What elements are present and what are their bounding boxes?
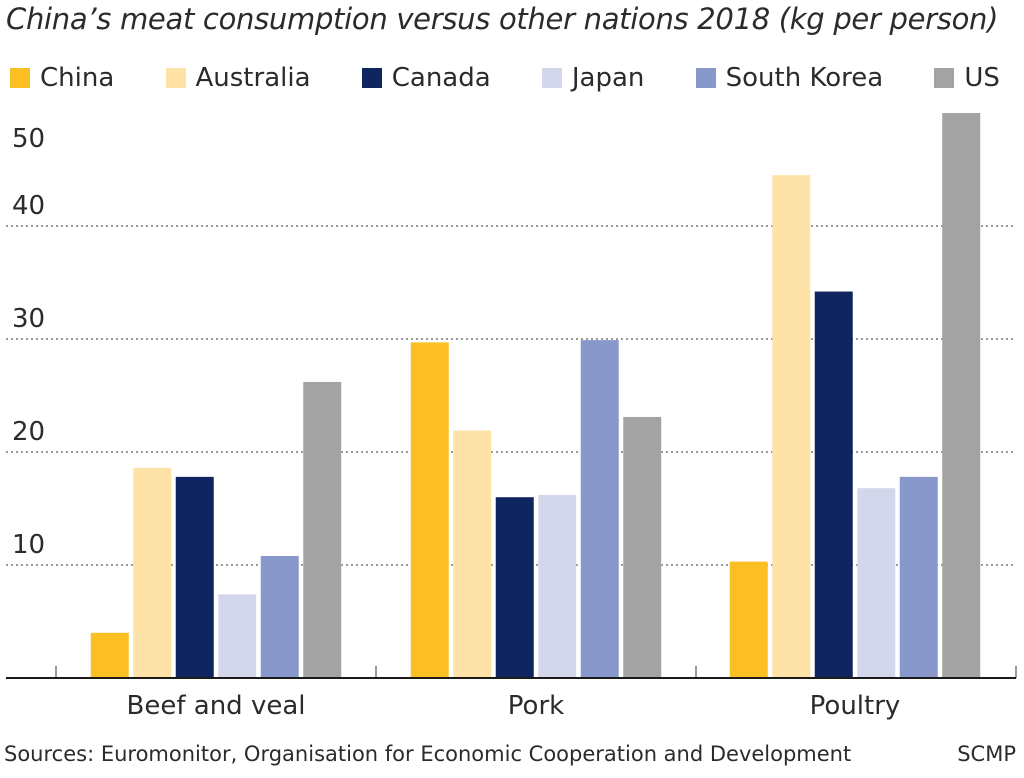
bar-us-beef-and-veal bbox=[303, 381, 342, 678]
y-tick-label: 50 bbox=[12, 124, 45, 154]
legend-item-canada: Canada bbox=[361, 63, 491, 93]
bar-us-poultry bbox=[942, 113, 981, 678]
bar-us-pork bbox=[623, 416, 662, 678]
y-tick-label: 30 bbox=[12, 304, 45, 334]
legend-label-us: US bbox=[964, 63, 1000, 93]
brand-label: SCMP bbox=[957, 742, 1016, 766]
bar-chart: 10 20 30 40 50 Beef and veal Pork Poultry bbox=[6, 113, 1017, 721]
legend-swatch-australia bbox=[165, 68, 186, 88]
bar-china-poultry bbox=[729, 561, 768, 678]
legend-swatch-us bbox=[934, 68, 955, 88]
legend-item-china: China bbox=[10, 63, 114, 93]
legend-swatch-south-korea bbox=[695, 68, 716, 88]
legend-item-australia: Australia bbox=[165, 63, 311, 93]
bar-japan-beef-and-veal bbox=[218, 594, 257, 678]
legend-label-china: China bbox=[40, 63, 115, 93]
legend-swatch-japan bbox=[541, 68, 562, 88]
bar-australia-beef-and-veal bbox=[133, 467, 172, 678]
chart-title: China’s meat consumption versus other na… bbox=[6, 2, 999, 36]
legend-label-canada: Canada bbox=[391, 63, 491, 93]
bar-japan-pork bbox=[538, 494, 577, 678]
x-tick-label: Beef and veal bbox=[127, 691, 306, 721]
legend-label-australia: Australia bbox=[195, 63, 311, 93]
bar-australia-pork bbox=[453, 430, 492, 678]
bar-japan-poultry bbox=[857, 488, 896, 678]
bar-canada-beef-and-veal bbox=[175, 476, 214, 678]
legend: China Australia Canada Japan South Korea… bbox=[10, 60, 1020, 96]
y-tick-label: 20 bbox=[12, 417, 45, 447]
legend-label-japan: Japan bbox=[571, 63, 645, 93]
x-tick-label: Poultry bbox=[810, 691, 901, 721]
bar-canada-pork bbox=[495, 497, 534, 678]
legend-label-south-korea: South Korea bbox=[725, 63, 884, 93]
legend-item-japan: Japan bbox=[541, 63, 645, 93]
legend-swatch-canada bbox=[361, 68, 382, 88]
y-tick-label: 10 bbox=[12, 530, 45, 560]
y-tick-label: 40 bbox=[12, 191, 45, 221]
legend-item-us: US bbox=[934, 63, 1000, 93]
bar-south-korea-poultry bbox=[899, 476, 938, 678]
sources-note: Sources: Euromonitor, Organisation for E… bbox=[4, 742, 852, 766]
bar-china-beef-and-veal bbox=[90, 632, 129, 678]
bar-australia-poultry bbox=[772, 175, 811, 678]
bar-south-korea-pork bbox=[580, 340, 619, 678]
bar-canada-poultry bbox=[814, 291, 853, 678]
legend-swatch-china bbox=[10, 68, 30, 88]
bar-south-korea-beef-and-veal bbox=[260, 555, 299, 678]
x-tick-label: Pork bbox=[508, 691, 564, 721]
legend-item-south-korea: South Korea bbox=[695, 63, 884, 93]
bar-china-pork bbox=[410, 342, 449, 678]
